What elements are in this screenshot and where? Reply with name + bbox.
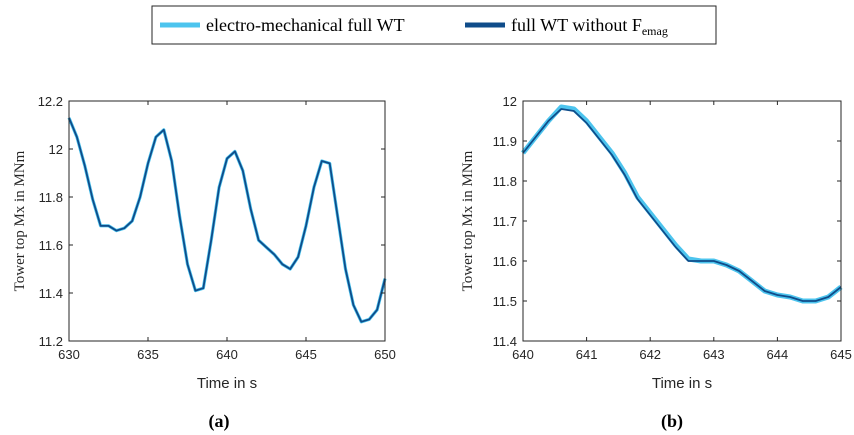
x-tick-label: 630 [58,347,80,362]
y-tick-label: 11.4 [39,286,63,301]
legend-label-without-femag-main: full WT without F [511,15,642,35]
x-tick-label: 650 [374,347,396,362]
y-tick-label: 11.5 [493,294,517,309]
y-tick-label: 11.6 [493,254,517,269]
x-tick-label: 642 [639,347,661,362]
y-tick-label: 12 [49,142,63,157]
y-tick-label: 12.2 [38,94,63,109]
panel-b-ylabel: Tower top Mx in MNm [460,150,476,291]
x-tick-label: 645 [295,347,317,362]
series-line-without-femag [69,118,385,322]
x-tick-label: 644 [767,347,789,362]
panel-b: 640 641 642 643 644 645 11.4 11.5 11.6 11.7 11.8 11… [460,94,852,432]
panel-a-ylabel: Tower top Mx in MNm [12,150,28,291]
y-tick-label: 11.6 [39,238,63,253]
x-tick-label: 640 [512,347,534,362]
legend-label-without-femag-subscript: emag [642,24,668,38]
panel-a-xlabel: Time in s [197,375,257,392]
x-tick-label: 641 [576,347,598,362]
y-tick-label: 11.7 [493,214,517,229]
y-tick-label: 12 [503,94,517,109]
series-line-electro-mechanical [523,107,841,301]
panel-b-axes-box [523,101,841,341]
x-tick-label: 645 [830,347,852,362]
panel-a-label: (a) [209,411,230,432]
panel-a-series [69,118,385,322]
y-tick-label: 11.8 [493,174,517,189]
y-tick-label: 11.2 [39,334,63,349]
x-tick-label: 640 [216,347,238,362]
y-tick-label: 11.8 [39,190,63,205]
panel-b-label: (b) [661,411,683,432]
y-tick-label: 11.9 [493,134,517,149]
legend-label-electro-mechanical: electro-mechanical full WT [206,15,405,35]
legend: electro-mechanical full WT full WT witho… [152,6,716,44]
panel-a: 630 635 640 645 650 11.2 11.4 11.6 11.8 12 12.2 Ti… [12,94,396,432]
panel-b-xlabel: Time in s [652,375,712,392]
x-tick-label: 643 [703,347,725,362]
y-tick-label: 11.4 [493,334,517,349]
panel-b-series [523,107,841,301]
panel-a-ticks: 630 635 640 645 650 11.2 11.4 11.6 11.8 12 12.2 [38,94,396,362]
series-line-without-femag [523,109,841,301]
x-tick-label: 635 [137,347,159,362]
panel-b-ticks: 640 641 642 643 644 645 11.4 11.5 11.6 11.7 11.8 11… [493,94,852,362]
